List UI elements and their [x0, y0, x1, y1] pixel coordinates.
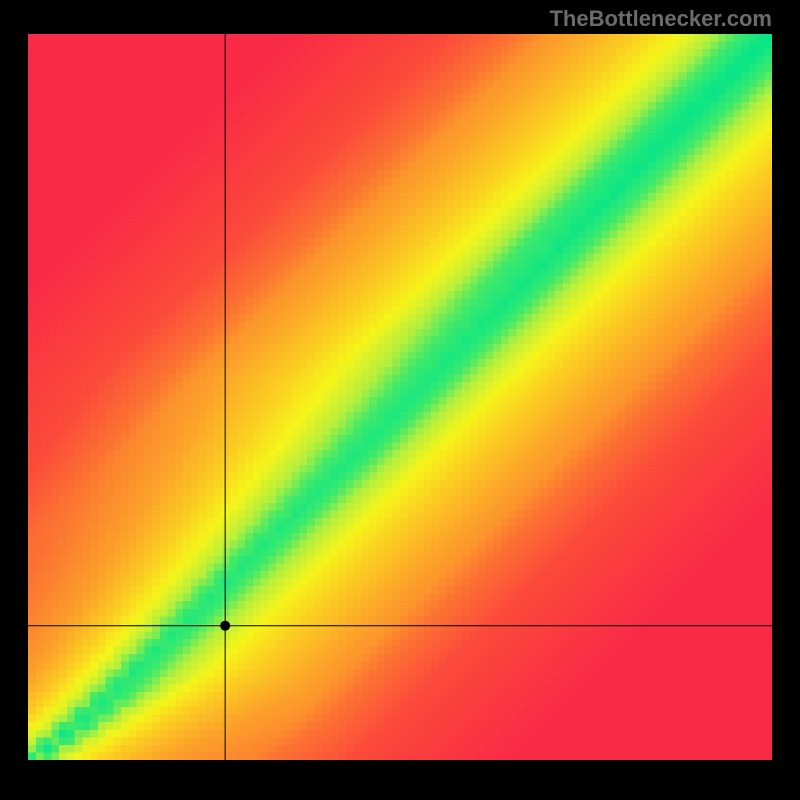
watermark-text: TheBottlenecker.com: [549, 6, 772, 32]
figure-container: TheBottlenecker.com: [0, 0, 800, 800]
bottleneck-heatmap: [28, 34, 772, 760]
